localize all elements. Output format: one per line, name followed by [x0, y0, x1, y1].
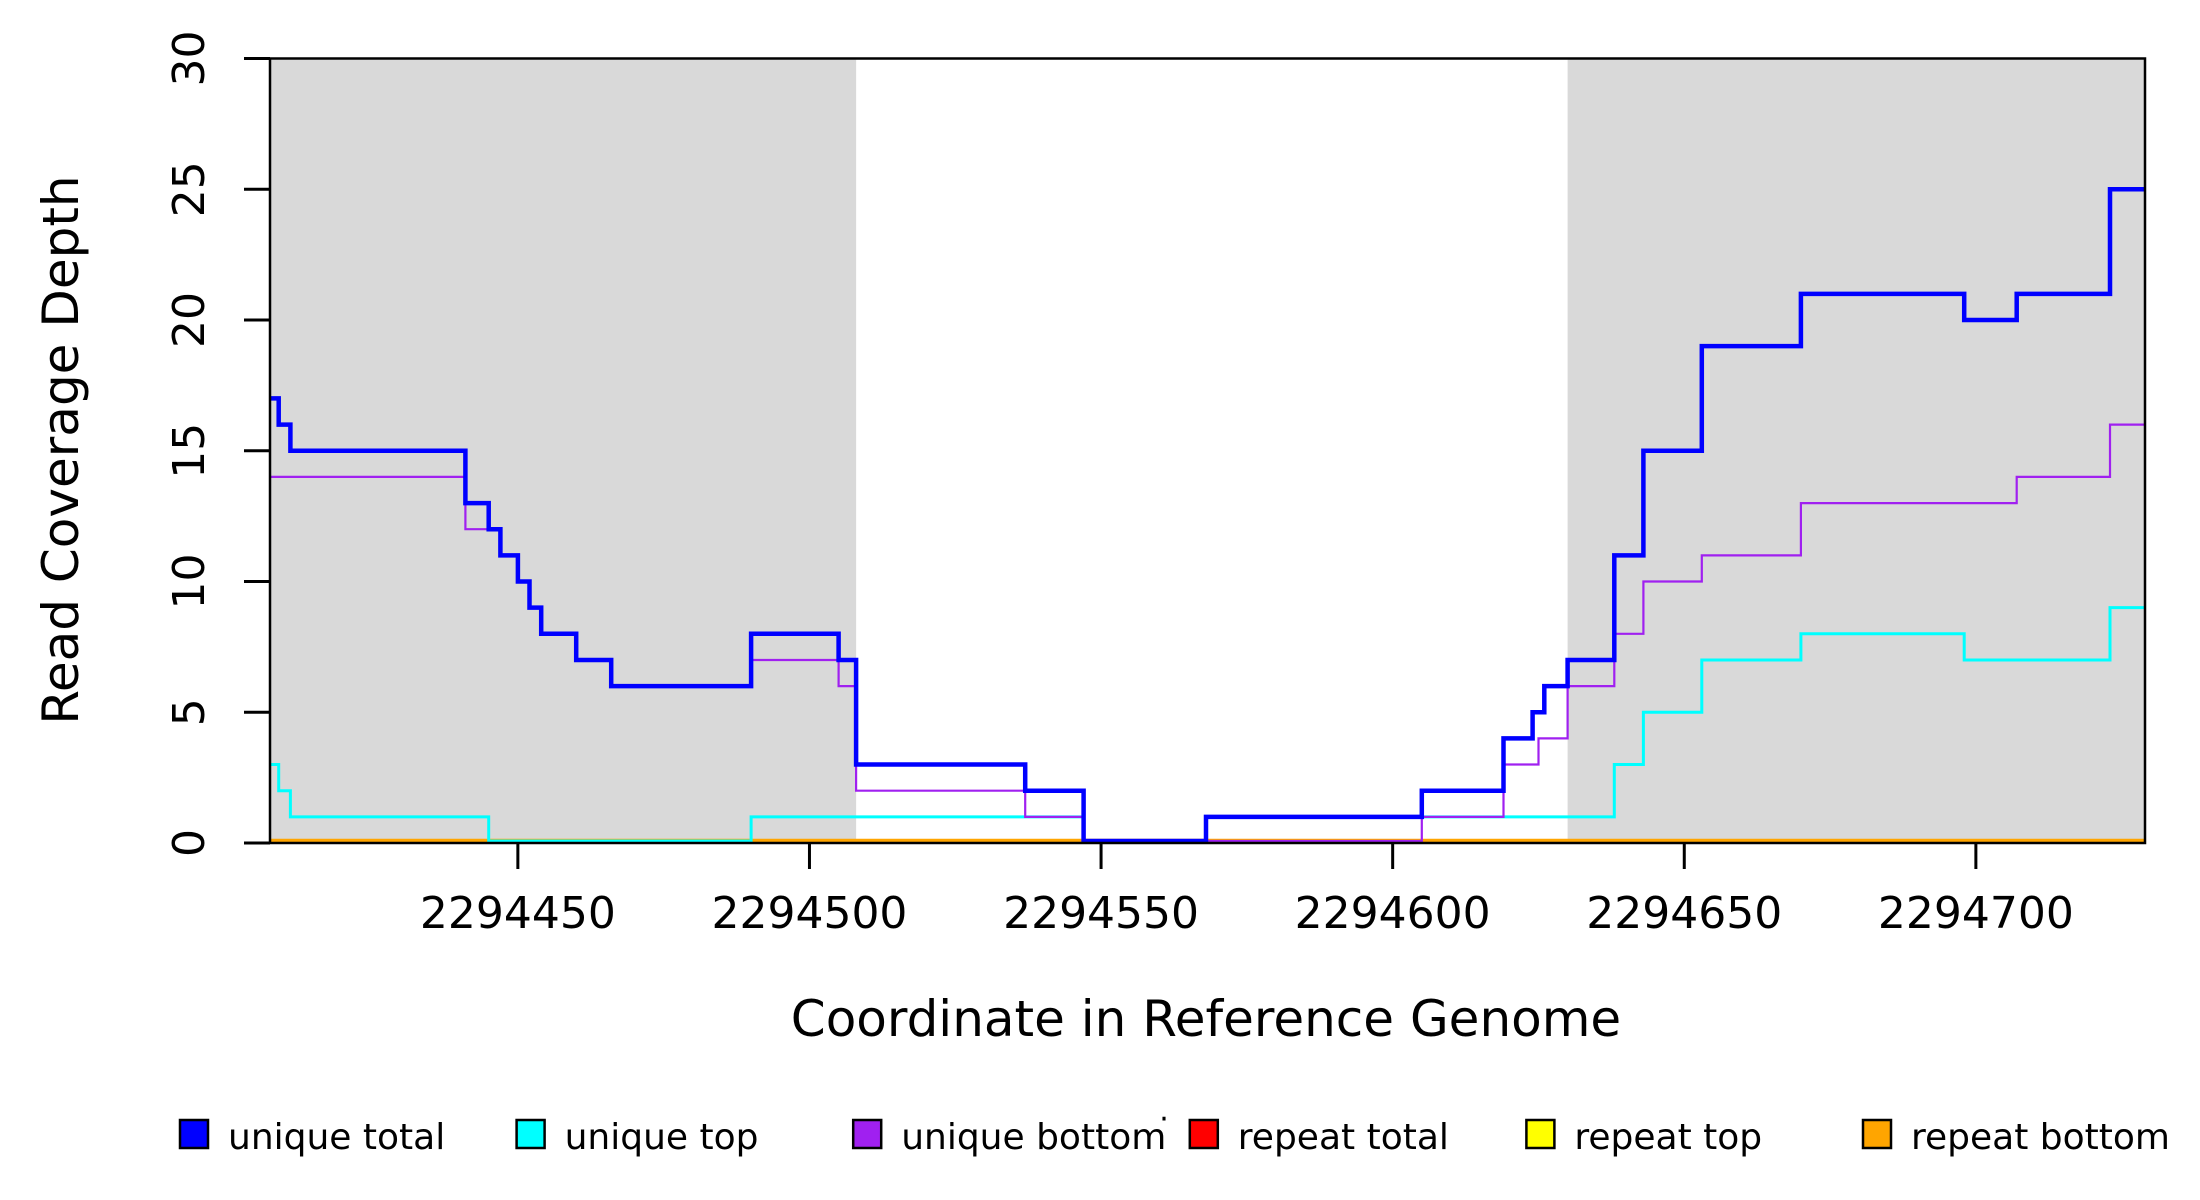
legend-swatch-repeat-total	[1188, 1118, 1220, 1150]
legend-label-unique-total: unique total	[228, 1117, 445, 1158]
y-tick-label: 5	[164, 698, 215, 726]
y-axis-title: Read Coverage Depth	[32, 175, 90, 724]
y-tick-label: 20	[164, 292, 215, 348]
x-tick-label: 2294650	[1586, 888, 1782, 939]
x-tick-label: 2294500	[711, 888, 907, 939]
legend-label-repeat-total: repeat total	[1238, 1117, 1449, 1158]
x-tick-label: 2294550	[1003, 888, 1199, 939]
legend-swatch-unique-top	[515, 1118, 546, 1150]
stray-dot: ·	[1159, 1102, 1169, 1137]
legend-label-unique-top: unique top	[565, 1117, 759, 1158]
y-tick-label: 10	[164, 554, 215, 610]
x-axis-title: Coordinate in Reference Genome	[791, 990, 1621, 1048]
legend-label-repeat-top: repeat top	[1574, 1117, 1762, 1158]
legend-swatch-unique-total	[178, 1118, 210, 1150]
series-unique-total	[270, 187, 2145, 844]
y-tick-label: 15	[164, 423, 215, 479]
y-tick-label: 30	[164, 31, 215, 87]
legend-label-repeat-bottom: repeat bottom	[1911, 1117, 2170, 1158]
x-tick-label: 2294450	[420, 888, 616, 939]
y-tick-label: 0	[164, 829, 215, 857]
legend-swatch-unique-bottom	[851, 1118, 883, 1150]
x-tick-label: 2294700	[1878, 888, 2074, 939]
legend-label-unique-bottom: unique bottom	[901, 1117, 1166, 1158]
y-tick-label: 25	[164, 161, 215, 217]
legend-swatch-repeat-top	[1525, 1118, 1556, 1150]
legend-swatch-repeat-bottom	[1861, 1118, 1893, 1150]
x-tick-label: 2294600	[1295, 888, 1491, 939]
